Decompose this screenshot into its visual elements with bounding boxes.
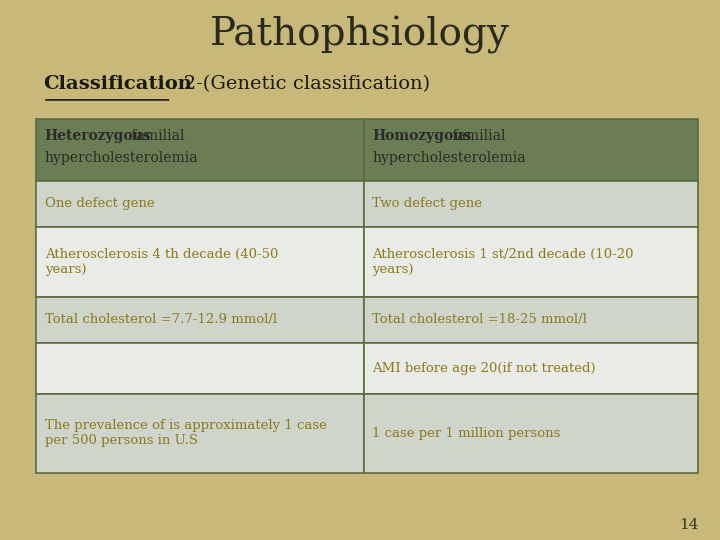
Text: Atherosclerosis 4 th decade (40-50
years): Atherosclerosis 4 th decade (40-50 years… <box>45 248 278 276</box>
FancyBboxPatch shape <box>364 297 698 343</box>
FancyBboxPatch shape <box>364 394 698 472</box>
Text: AMI before age 20(if not treated): AMI before age 20(if not treated) <box>372 362 596 375</box>
FancyBboxPatch shape <box>36 343 364 394</box>
Text: The prevalence of is approximately 1 case
per 500 persons in U.S: The prevalence of is approximately 1 cas… <box>45 420 326 447</box>
FancyBboxPatch shape <box>36 119 364 181</box>
FancyBboxPatch shape <box>36 181 364 227</box>
Text: hypercholesterolemia: hypercholesterolemia <box>372 152 526 165</box>
Text: 1 case per 1 million persons: 1 case per 1 million persons <box>372 427 561 440</box>
FancyBboxPatch shape <box>364 181 698 227</box>
Text: Atherosclerosis 1 st/2nd decade (10-20
years): Atherosclerosis 1 st/2nd decade (10-20 y… <box>372 248 634 276</box>
Text: Two defect gene: Two defect gene <box>372 197 482 211</box>
Text: familial: familial <box>448 129 505 143</box>
FancyBboxPatch shape <box>364 119 698 181</box>
Text: Total cholesterol =7.7-12.9 mmol/l: Total cholesterol =7.7-12.9 mmol/l <box>45 313 276 327</box>
Text: familial: familial <box>127 129 185 143</box>
FancyBboxPatch shape <box>364 343 698 394</box>
Text: Total cholesterol =18-25 mmol/l: Total cholesterol =18-25 mmol/l <box>372 313 587 327</box>
Text: Heterozygous: Heterozygous <box>45 129 151 143</box>
Text: : 2-(Genetic classification): : 2-(Genetic classification) <box>171 75 431 93</box>
Text: Classification: Classification <box>43 75 192 93</box>
FancyBboxPatch shape <box>36 394 364 472</box>
Text: hypercholesterolemia: hypercholesterolemia <box>45 152 198 165</box>
Text: Homozygous: Homozygous <box>372 129 472 143</box>
Text: Pathophsiology: Pathophsiology <box>210 16 510 54</box>
FancyBboxPatch shape <box>36 227 364 297</box>
FancyBboxPatch shape <box>36 297 364 343</box>
FancyBboxPatch shape <box>364 227 698 297</box>
Text: 14: 14 <box>679 518 698 532</box>
Text: One defect gene: One defect gene <box>45 197 154 211</box>
